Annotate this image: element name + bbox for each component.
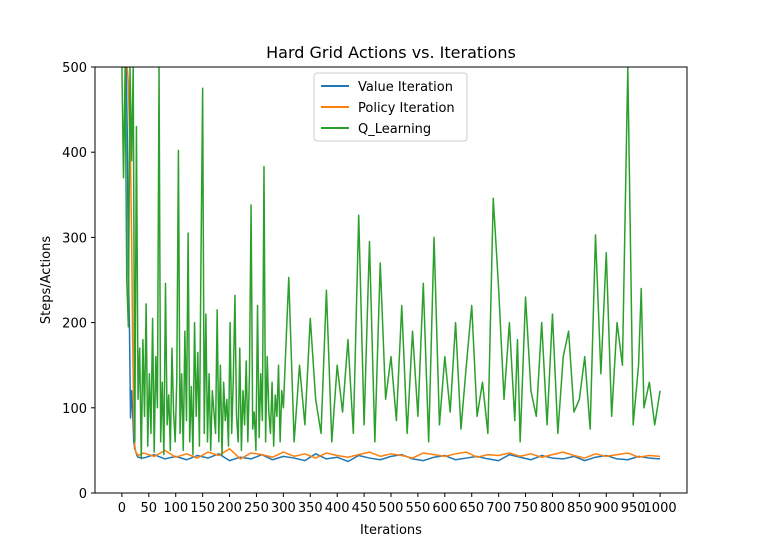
legend-label-3: Q_Learning xyxy=(358,122,431,137)
y-tick-label: 200 xyxy=(62,317,87,332)
legend-label-1: Value Iteration xyxy=(358,80,453,95)
x-tick-label: 900 xyxy=(594,501,619,516)
x-axis-label: Iterations xyxy=(360,523,422,538)
x-tick-label: 1000 xyxy=(644,501,677,516)
x-tick-label: 250 xyxy=(244,501,269,516)
x-tick-label: 600 xyxy=(432,501,457,516)
x-tick-label: 750 xyxy=(513,501,538,516)
x-tick-label: 550 xyxy=(405,501,430,516)
y-tick-label: 300 xyxy=(62,231,87,246)
series-line-3 xyxy=(121,67,661,460)
y-tick-label: 400 xyxy=(62,146,87,161)
y-tick-label: 100 xyxy=(62,402,87,417)
y-tick-label: 0 xyxy=(79,487,87,502)
y-axis-label: Steps/Actions xyxy=(39,236,54,324)
y-tick-label: 500 xyxy=(62,61,87,76)
x-tick-label: 0 xyxy=(118,501,126,516)
x-tick-label: 450 xyxy=(352,501,377,516)
x-tick-label: 150 xyxy=(190,501,215,516)
series-line-2 xyxy=(121,67,661,460)
chart-title: Hard Grid Actions vs. Iterations xyxy=(266,43,516,62)
x-tick-label: 200 xyxy=(217,501,242,516)
legend: Value Iteration Policy Iteration Q_Learnin… xyxy=(313,72,468,142)
x-tick-label: 800 xyxy=(540,501,565,516)
x-tick-label: 650 xyxy=(459,501,484,516)
x-tick-label: 50 xyxy=(141,501,158,516)
series-layer xyxy=(121,67,661,463)
legend-box xyxy=(313,72,468,142)
x-tick-label: 350 xyxy=(298,501,323,516)
legend-label-2: Policy Iteration xyxy=(358,101,455,116)
x-tick-label: 700 xyxy=(486,501,511,516)
x-tick-label: 500 xyxy=(379,501,404,516)
x-tick-label: 300 xyxy=(271,501,296,516)
x-tick-label: 850 xyxy=(567,501,592,516)
y-axis: 0 100 200 300 400 500 xyxy=(62,61,95,502)
x-tick-label: 100 xyxy=(163,501,188,516)
x-tick-label: 400 xyxy=(325,501,350,516)
x-tick-label: 950 xyxy=(621,501,646,516)
x-axis: 0 50 100 150 200 250 300 350 400 450 500 550 600 650 7… xyxy=(118,493,677,516)
